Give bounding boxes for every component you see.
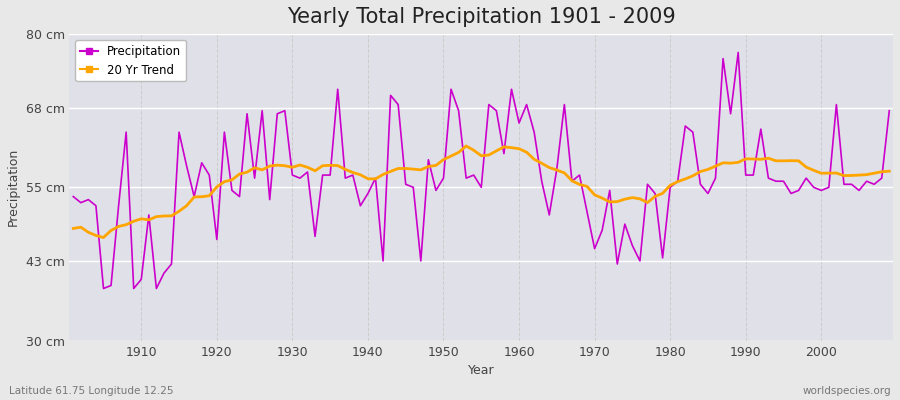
Text: worldspecies.org: worldspecies.org — [803, 386, 891, 396]
Legend: Precipitation, 20 Yr Trend: Precipitation, 20 Yr Trend — [76, 40, 186, 81]
Title: Yearly Total Precipitation 1901 - 2009: Yearly Total Precipitation 1901 - 2009 — [287, 7, 676, 27]
Text: Latitude 61.75 Longitude 12.25: Latitude 61.75 Longitude 12.25 — [9, 386, 174, 396]
X-axis label: Year: Year — [468, 364, 495, 377]
Y-axis label: Precipitation: Precipitation — [7, 148, 20, 226]
